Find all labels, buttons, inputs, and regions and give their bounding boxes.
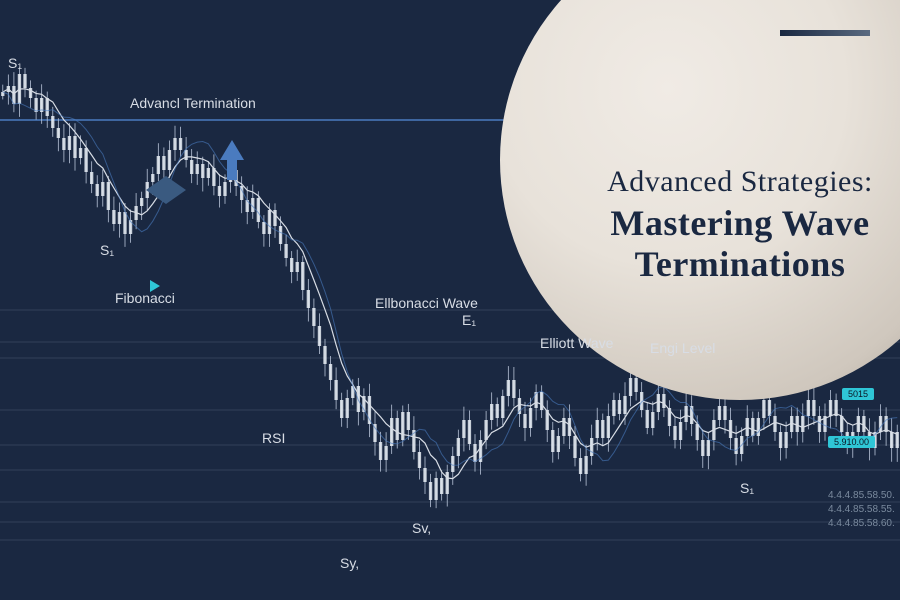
chart-annotation: RSI [262, 430, 285, 446]
chart-annotation: Fibonacci [115, 290, 175, 306]
chart-annotation: Sy, [340, 555, 359, 571]
chart-annotation: Elliott Wave [540, 335, 613, 351]
chart-annotation: E₁ [462, 312, 476, 328]
chart-annotation: S₁ [8, 55, 22, 71]
price-badge: 5.910.00 [828, 436, 875, 448]
title-line1: Advanced Strategies: [607, 165, 873, 199]
chart-annotation: Sv, [412, 520, 431, 536]
chart-annotation: Advancl Termination [130, 95, 256, 111]
accent-bar [780, 30, 870, 36]
chart-annotation: S₁ [100, 242, 114, 258]
chart-annotation: Engi Level [650, 340, 715, 356]
chart-annotation: S₁ [740, 480, 754, 496]
chart-annotation: Ellbonacci Wave [375, 295, 478, 311]
price-badge: 5015 [842, 388, 874, 400]
axis-label: 4.4.4.85.58.55. [828, 504, 895, 515]
arrow-up-icon [220, 140, 244, 180]
title-line2: Mastering WaveTerminations [610, 203, 869, 286]
axis-label: 4.4.4.85.58.60. [828, 518, 895, 529]
axis-label: 4.4.4.85.58.50. [828, 490, 895, 501]
